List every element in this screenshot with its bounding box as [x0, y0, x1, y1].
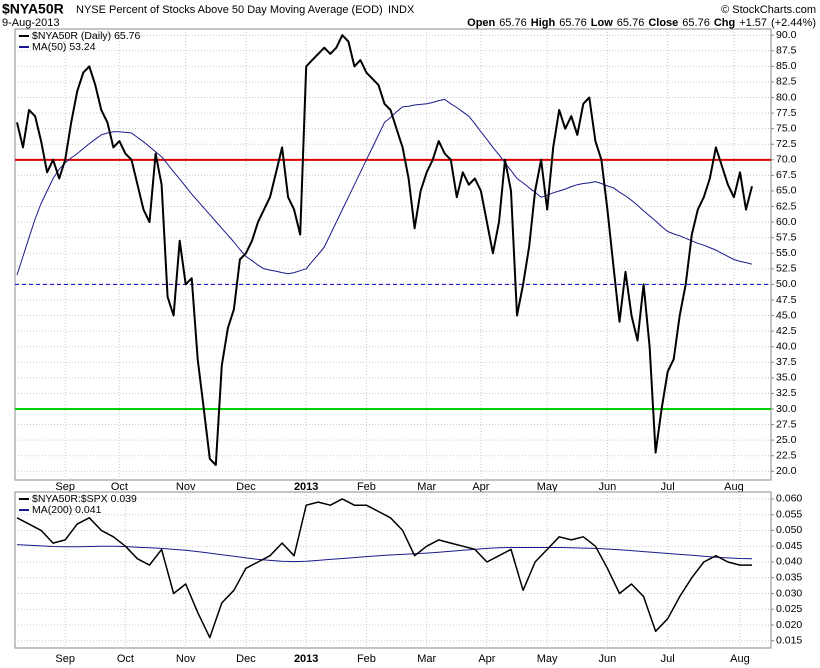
x-tick-label: May	[537, 653, 558, 665]
y-tick-label: 75.0	[776, 122, 797, 134]
quote-value: 65.76	[559, 17, 587, 29]
y-tick-label: 0.050	[776, 524, 802, 536]
y-tick-label: 35.0	[776, 372, 797, 384]
x-tick-label: Dec	[236, 481, 256, 493]
y-tick-label: 87.5	[776, 45, 797, 57]
legend-label: MA(200) 0.041	[32, 504, 102, 516]
y-tick-label: 47.5	[776, 294, 797, 306]
series-line	[16, 498, 752, 639]
y-tick-label: 42.5	[776, 325, 797, 337]
y-tick-label: 0.035	[776, 572, 802, 584]
y-tick-label: 57.5	[776, 231, 797, 243]
y-tick-label: 0.045	[776, 540, 802, 552]
y-tick-label: 22.5	[776, 449, 797, 461]
x-tick-label: Jul	[661, 653, 675, 665]
y-tick-label: 37.5	[776, 356, 797, 368]
y-tick-label: 25.0	[776, 434, 797, 446]
quote: Open 65.76 High 65.76 Low 65.76 Close 65.76 Chg +…	[467, 17, 816, 29]
y-tick-label: 27.5	[776, 418, 797, 430]
x-tick-label: Jun	[599, 653, 617, 665]
exchange: INDX	[388, 4, 415, 16]
y-tick-label: 0.055	[776, 508, 802, 520]
y-tick-label: 65.0	[776, 185, 797, 197]
y-tick-label: 30.0	[776, 403, 797, 415]
quote-value: 65.76	[617, 17, 645, 29]
x-tick-label: Jun	[599, 481, 617, 493]
y-tick-label: 85.0	[776, 60, 797, 72]
x-tick-label: Oct	[117, 653, 134, 665]
x-tick-label: Apr	[472, 481, 489, 493]
series-line	[16, 98, 753, 276]
security-name: NYSE Percent of Stocks Above 50 Day Movi…	[76, 4, 383, 16]
y-tick-label: 50.0	[776, 278, 797, 290]
x-tick-label: 2013	[294, 481, 318, 493]
y-tick-label: 32.5	[776, 387, 797, 399]
y-tick-label: 72.5	[776, 138, 797, 150]
legend-label: $NYA50R (Daily) 65.76	[32, 30, 141, 42]
x-tick-label: Nov	[176, 481, 196, 493]
y-tick-label: 52.5	[776, 263, 797, 275]
y-tick-label: 70.0	[776, 154, 797, 166]
y-tick-label: 67.5	[776, 169, 797, 181]
series-line	[16, 544, 753, 563]
plot-area	[14, 28, 772, 481]
x-tick-label: Mar	[417, 481, 436, 493]
y-tick-label: 77.5	[776, 107, 797, 119]
plot-area	[14, 491, 772, 649]
x-tick-label: Feb	[357, 481, 376, 493]
x-tick-label: Jul	[661, 481, 675, 493]
x-tick-label: Dec	[236, 653, 256, 665]
series-line	[16, 34, 753, 466]
y-tick-label: 0.025	[776, 603, 802, 615]
y-tick-label: 40.0	[776, 340, 797, 352]
y-tick-label: 0.020	[776, 619, 802, 631]
symbol: $NYA50R	[2, 1, 64, 17]
quote-value: 65.76	[499, 17, 527, 29]
x-tick-label: Mar	[417, 653, 436, 665]
y-tick-label: 0.040	[776, 556, 802, 568]
y-tick-label: 80.0	[776, 91, 797, 103]
x-tick-label: Feb	[357, 653, 376, 665]
legend-label: MA(50) 53.24	[32, 41, 96, 53]
x-tick-label: 2013	[294, 653, 318, 665]
y-tick-label: 62.5	[776, 200, 797, 212]
y-tick-label: 60.0	[776, 216, 797, 228]
y-tick-label: 0.030	[776, 587, 802, 599]
date: 9-Aug-2013	[2, 17, 60, 29]
x-tick-label: Sep	[55, 481, 75, 493]
quote-label: Low	[591, 17, 613, 29]
x-tick-label: Apr	[478, 653, 495, 665]
y-tick-label: 45.0	[776, 309, 797, 321]
quote-value: +1.57	[739, 17, 767, 29]
x-tick-label: Oct	[111, 481, 128, 493]
y-tick-label: 20.0	[776, 465, 797, 477]
quote-label: Close	[648, 17, 678, 29]
quote-label: High	[531, 17, 556, 29]
x-tick-label: Aug	[724, 481, 744, 493]
y-tick-label: 55.0	[776, 247, 797, 259]
quote-value: 65.76	[682, 17, 710, 29]
quote-value: (+2.44%)	[771, 17, 816, 29]
x-tick-label: Nov	[176, 653, 196, 665]
legend-label: $NYA50R:$SPX 0.039	[32, 493, 137, 505]
x-tick-label: Sep	[55, 653, 75, 665]
credit: © StockCharts.com	[721, 4, 816, 16]
x-tick-label: May	[537, 481, 558, 493]
y-tick-label: 90.0	[776, 29, 797, 41]
quote-label: Open	[467, 17, 495, 29]
y-tick-label: 82.5	[776, 76, 797, 88]
x-tick-label: Aug	[730, 653, 750, 665]
y-tick-label: 0.060	[776, 493, 802, 505]
y-tick-label: 0.015	[776, 635, 802, 647]
quote-label: Chg	[714, 17, 735, 29]
